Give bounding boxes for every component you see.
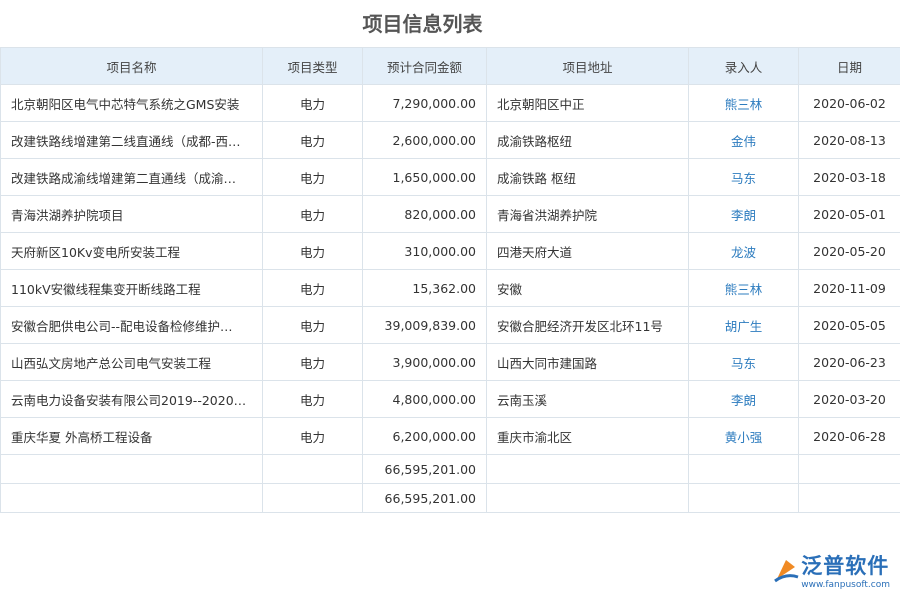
table-cell: 天府新区10Kv变电所安装工程 <box>0 232 263 270</box>
table-row: 重庆华夏 外高桥工程设备 电力 6,200,000.00 重庆市渝北区 黄小强 2020-… <box>0 417 900 455</box>
table-cell: 北京朝阳区中正 <box>486 84 689 122</box>
table-cell: 2020-05-01 <box>798 195 900 233</box>
table-cell: 电力 <box>262 269 363 307</box>
total-row: 66,595,201.00 <box>0 454 900 484</box>
header-row: 项目名称 项目类型 预计合同金额 项目地址 录入人 日期 <box>0 47 900 85</box>
empty-cell <box>798 454 900 484</box>
person-link[interactable]: 李朗 <box>688 380 799 418</box>
table-cell: 四港天府大道 <box>486 232 689 270</box>
empty-cell <box>262 454 363 484</box>
table-cell: 电力 <box>262 158 363 196</box>
person-link[interactable]: 李朗 <box>688 195 799 233</box>
person-link[interactable]: 胡广生 <box>688 306 799 344</box>
person-link[interactable]: 马东 <box>688 343 799 381</box>
column-header: 日期 <box>798 47 900 85</box>
table-cell: 7,290,000.00 <box>362 84 487 122</box>
empty-cell <box>0 454 263 484</box>
table-cell: 电力 <box>262 195 363 233</box>
table-cell: 2020-06-23 <box>798 343 900 381</box>
table-cell: 4,800,000.00 <box>362 380 487 418</box>
empty-cell <box>486 454 689 484</box>
table-cell: 成渝铁路枢纽 <box>486 121 689 159</box>
table-cell: 39,009,839.00 <box>362 306 487 344</box>
person-link[interactable]: 金伟 <box>688 121 799 159</box>
table-row: 安徽合肥供电公司--配电设备检修维护… 电力 39,009,839.00 安徽合肥经济… <box>0 306 900 344</box>
table-cell: 2020-11-09 <box>798 269 900 307</box>
table-cell: 重庆市渝北区 <box>486 417 689 455</box>
table-cell: 重庆华夏 外高桥工程设备 <box>0 417 263 455</box>
table-cell: 6,200,000.00 <box>362 417 487 455</box>
empty-cell <box>798 483 900 513</box>
table-cell: 青海省洪湖养护院 <box>486 195 689 233</box>
table-cell: 2020-06-28 <box>798 417 900 455</box>
table-cell: 2020-05-05 <box>798 306 900 344</box>
column-header: 项目类型 <box>262 47 363 85</box>
logo-url: www.fanpusoft.com <box>801 580 890 590</box>
table-cell: 安徽 <box>486 269 689 307</box>
empty-cell <box>688 483 799 513</box>
table-cell: 改建铁路成渝线增建第二直通线（成渝… <box>0 158 263 196</box>
table-cell: 电力 <box>262 306 363 344</box>
table-cell: 2020-05-20 <box>798 232 900 270</box>
table-cell: 电力 <box>262 417 363 455</box>
table-body: 北京朝阳区电气中芯特气系统之GMS安装 电力 7,290,000.00 北京朝阳区中正… <box>0 84 900 513</box>
total-cell: 66,595,201.00 <box>362 483 487 513</box>
table-cell: 改建铁路线增建第二线直通线（成都-西… <box>0 121 263 159</box>
table-row: 山西弘文房地产总公司电气安装工程 电力 3,900,000.00 山西大同市建国路 马东… <box>0 343 900 381</box>
table-cell: 3,900,000.00 <box>362 343 487 381</box>
table-cell: 电力 <box>262 343 363 381</box>
table-cell: 2,600,000.00 <box>362 121 487 159</box>
table-cell: 云南电力设备安装有限公司2019--2020… <box>0 380 263 418</box>
person-link[interactable]: 龙波 <box>688 232 799 270</box>
table-cell: 2020-03-18 <box>798 158 900 196</box>
total-row: 66,595,201.00 <box>0 483 900 513</box>
column-header: 项目地址 <box>486 47 689 85</box>
column-header: 录入人 <box>688 47 799 85</box>
table-row: 改建铁路线增建第二线直通线（成都-西… 电力 2,600,000.00 成渝铁路枢纽金… <box>0 121 900 159</box>
table-cell: 北京朝阳区电气中芯特气系统之GMS安装 <box>0 84 263 122</box>
column-header: 项目名称 <box>0 47 263 85</box>
table-cell: 1,650,000.00 <box>362 158 487 196</box>
project-table: 项目名称 项目类型 预计合同金额 项目地址 录入人 日期 北京朝阳区电气中芯特气系统之GM… <box>0 47 900 513</box>
table-cell: 安徽合肥供电公司--配电设备检修维护… <box>0 306 263 344</box>
table-cell: 电力 <box>262 380 363 418</box>
table-cell: 云南玉溪 <box>486 380 689 418</box>
table-cell: 310,000.00 <box>362 232 487 270</box>
table-cell: 电力 <box>262 121 363 159</box>
empty-cell <box>486 483 689 513</box>
table-cell: 2020-03-20 <box>798 380 900 418</box>
person-link[interactable]: 熊三林 <box>688 269 799 307</box>
table-cell: 山西大同市建国路 <box>486 343 689 381</box>
logo-icon <box>774 560 799 583</box>
table-cell: 110kV安徽线程集变开断线路工程 <box>0 269 263 307</box>
table-cell: 山西弘文房地产总公司电气安装工程 <box>0 343 263 381</box>
table-cell: 成渝铁路 枢纽 <box>486 158 689 196</box>
table-cell: 青海洪湖养护院项目 <box>0 195 263 233</box>
empty-cell <box>0 483 263 513</box>
table-cell: 安徽合肥经济开发区北环11号 <box>486 306 689 344</box>
total-cell: 66,595,201.00 <box>362 454 487 484</box>
table-cell: 2020-06-02 <box>798 84 900 122</box>
table-row: 天府新区10Kv变电所安装工程 电力 310,000.00 四港天府大道 龙波 2020-… <box>0 232 900 270</box>
person-link[interactable]: 黄小强 <box>688 417 799 455</box>
person-link[interactable]: 熊三林 <box>688 84 799 122</box>
table-row: 北京朝阳区电气中芯特气系统之GMS安装 电力 7,290,000.00 北京朝阳区中正… <box>0 84 900 122</box>
logo-name: 泛普软件 <box>801 554 890 578</box>
table-row: 青海洪湖养护院项目 电力 820,000.00 青海省洪湖养护院 李朗 2020-05-0… <box>0 195 900 233</box>
table-cell: 电力 <box>262 232 363 270</box>
logo: 泛普软件 www.fanpusoft.com <box>771 550 890 590</box>
person-link[interactable]: 马东 <box>688 158 799 196</box>
table-cell: 15,362.00 <box>362 269 487 307</box>
page-title: 项目信息列表 <box>362 12 483 36</box>
table-cell: 电力 <box>262 84 363 122</box>
table-row: 改建铁路成渝线增建第二直通线（成渝… 电力 1,650,000.00 成渝铁路 枢纽马… <box>0 158 900 196</box>
table-cell: 2020-08-13 <box>798 121 900 159</box>
table-cell: 820,000.00 <box>362 195 487 233</box>
table-row: 云南电力设备安装有限公司2019--2020… 电力 4,800,000.00 云南玉… <box>0 380 900 418</box>
column-header: 预计合同金额 <box>362 47 487 85</box>
table-row: 110kV安徽线程集变开断线路工程 电力 15,362.00 安徽 熊三林 2020-11… <box>0 269 900 307</box>
empty-cell <box>262 483 363 513</box>
empty-cell <box>688 454 799 484</box>
